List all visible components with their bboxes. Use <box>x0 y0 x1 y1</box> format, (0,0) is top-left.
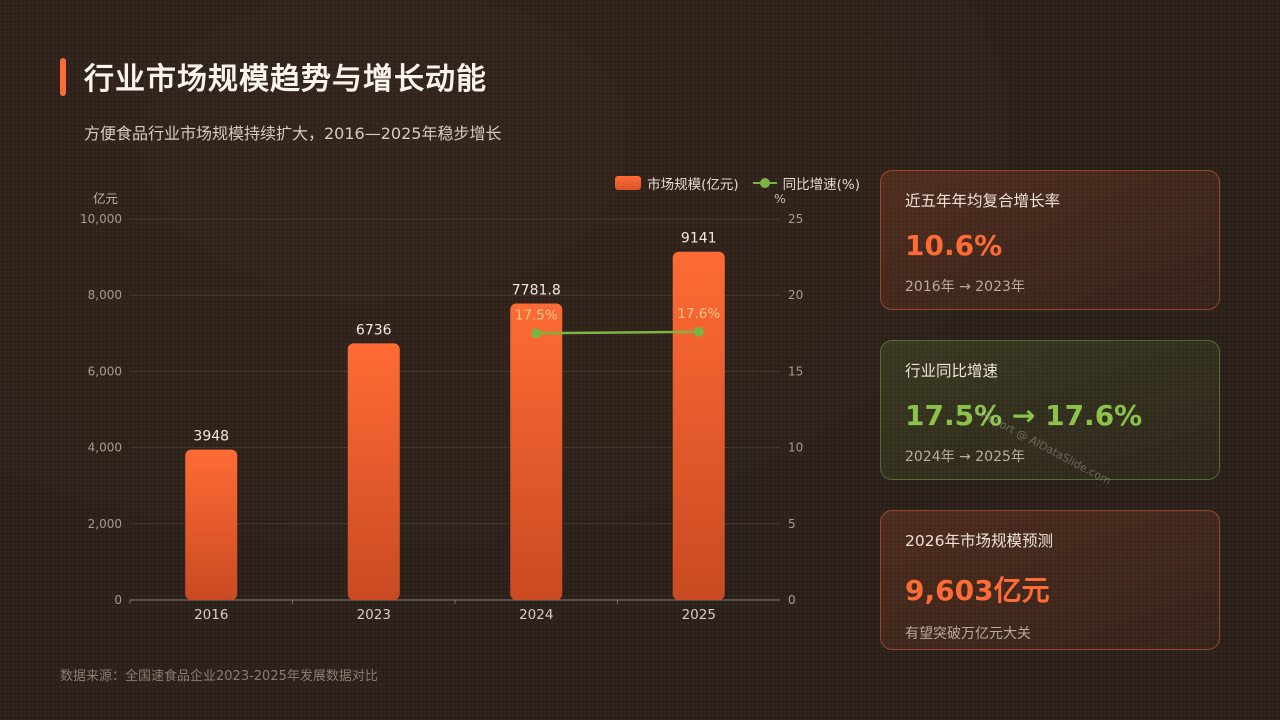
x-tick-label: 2023 <box>357 607 391 623</box>
kpi-note: 2016年 → 2023年 <box>905 279 1025 295</box>
y-tick-label: 0 <box>114 593 122 607</box>
legend-label-growth-rate: 同比增速(%) <box>782 177 860 193</box>
kpi-label: 2026年市场规模预测 <box>905 532 1053 550</box>
growth-rate-point <box>531 328 542 339</box>
y2-tick-label: 5 <box>788 517 796 531</box>
y-tick-label: 6,000 <box>88 364 122 378</box>
page-title: 行业市场规模趋势与增长动能 <box>84 62 487 97</box>
kpi-card-forecast: 2026年市场规模预测 9,603亿元 有望突破万亿元大关 <box>880 510 1220 650</box>
chart-container: 0 2,000 4,000 6,000 8,000 10,000 0 5 10 15 20 25 亿元%… <box>60 165 860 640</box>
legend-label-market-size: 市场规模(亿元) <box>647 177 739 193</box>
y2-tick-label: 25 <box>788 212 803 226</box>
kpi-note: 2024年 → 2025年 <box>905 449 1025 465</box>
kpi-card-cagr: 近五年年均复合增长率 10.6% 2016年 → 2023年 <box>880 170 1220 310</box>
y2-axis-unit-label: % <box>774 191 786 206</box>
y2-tick-label: 0 <box>788 593 796 607</box>
growth-rate-label: 17.5% <box>515 307 558 323</box>
bar-value-label: 3948 <box>193 429 229 445</box>
chart-legend: 市场规模(亿元) 同比增速(%) <box>615 173 860 193</box>
kpi-label: 近五年年均复合增长率 <box>905 192 1061 210</box>
x-tick-label: 2025 <box>682 607 716 623</box>
kpi-value: 17.5% → 17.6% <box>905 399 1143 432</box>
kpi-value: 9,603亿元 <box>905 574 1050 607</box>
y-tick-label: 10,000 <box>80 212 122 226</box>
title-accent-bar <box>60 58 66 96</box>
growth-rate-label: 17.6% <box>677 306 720 322</box>
page-subtitle: 方便食品行业市场规模持续扩大，2016—2025年稳步增长 <box>84 124 502 143</box>
kpi-label: 行业同比增速 <box>905 362 999 380</box>
bar-value-label: 7781.8 <box>512 283 561 299</box>
bar-value-label: 6736 <box>356 322 392 338</box>
kpi-value: 10.6% <box>905 229 1003 262</box>
bar <box>510 303 563 600</box>
y-axis-unit-label: 亿元 <box>93 191 118 206</box>
data-source-note: 数据来源：全国速食品企业2023-2025年发展数据对比 <box>60 669 378 684</box>
bar <box>185 449 238 600</box>
legend-bar-swatch <box>615 176 642 190</box>
legend-line-swatch <box>752 176 777 190</box>
y-tick-label: 8,000 <box>88 288 122 302</box>
legend-item-market-size[interactable]: 市场规模(亿元) <box>615 173 739 193</box>
growth-rate-line <box>536 330 699 335</box>
x-tick-label: 2024 <box>519 607 553 623</box>
y2-tick-label: 20 <box>788 288 803 302</box>
kpi-note: 有望突破万亿元大关 <box>905 626 1031 642</box>
bar <box>672 251 725 600</box>
legend-item-growth-rate[interactable]: 同比增速(%) <box>752 173 860 193</box>
x-tick-label: 2016 <box>194 607 228 623</box>
y-tick-label: 2,000 <box>88 517 122 531</box>
y2-tick-label: 15 <box>788 364 803 378</box>
y2-tick-label: 10 <box>788 441 803 455</box>
y-tick-label: 4,000 <box>88 441 122 455</box>
bar-value-label: 9141 <box>681 231 717 247</box>
combo-chart: 02,0004,0006,0008,00010,0000510152025亿元%… <box>80 191 803 623</box>
kpi-card-yoy-growth: 行业同比增速 17.5% → 17.6% 2024年 → 2025年 <box>880 340 1220 480</box>
growth-rate-point <box>693 326 704 337</box>
bar <box>347 343 400 600</box>
